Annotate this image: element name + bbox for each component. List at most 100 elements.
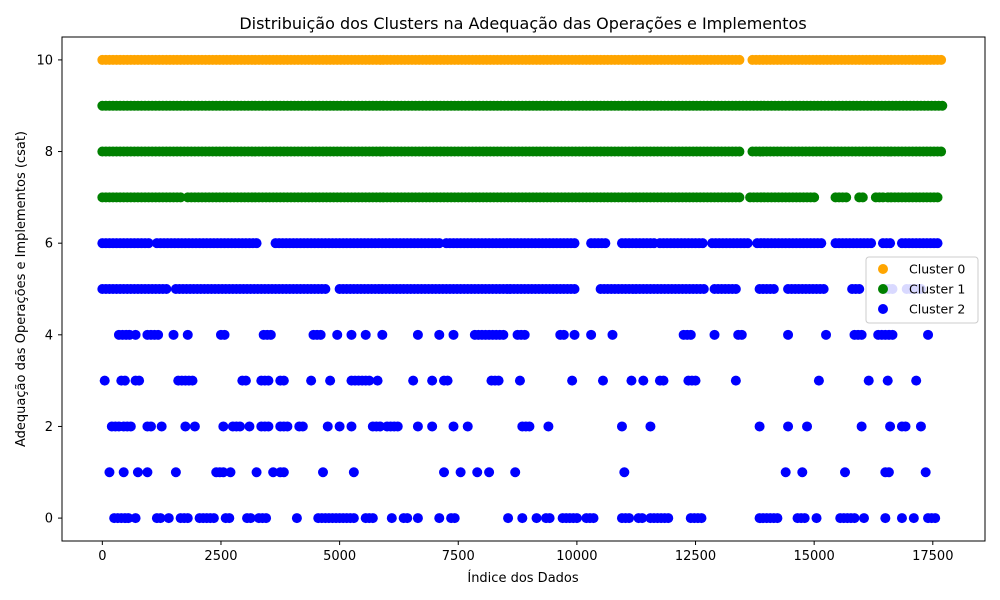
data-point [155, 513, 166, 524]
x-tick-label: 17500 [912, 549, 953, 564]
data-point [936, 54, 947, 65]
y-tick-label: 6 [45, 237, 53, 252]
data-point [346, 329, 357, 340]
data-point [734, 54, 745, 65]
data-point [607, 329, 618, 340]
data-point [462, 421, 473, 432]
data-point [182, 513, 193, 524]
data-point [208, 513, 219, 524]
data-point [588, 513, 599, 524]
series-cluster-1 [97, 100, 948, 203]
legend-label: Cluster 0 [909, 262, 965, 277]
data-point [448, 421, 459, 432]
data-point [484, 467, 495, 478]
data-point [449, 513, 460, 524]
data-point [104, 467, 115, 478]
legend-marker [878, 284, 888, 294]
data-point [742, 238, 753, 249]
data-point [637, 513, 648, 524]
data-point [412, 329, 423, 340]
data-point [123, 513, 134, 524]
data-point [218, 421, 229, 432]
data-point [816, 238, 827, 249]
data-point [783, 329, 794, 340]
data-point [240, 375, 251, 386]
x-tick-label: 12500 [675, 549, 716, 564]
data-point [911, 375, 922, 386]
data-point [156, 421, 167, 432]
data-point [448, 329, 459, 340]
data-point [261, 513, 272, 524]
x-tick-label: 7500 [442, 549, 475, 564]
data-point [377, 329, 388, 340]
data-point [510, 467, 521, 478]
data-point [849, 513, 860, 524]
data-point [244, 421, 255, 432]
data-point [455, 467, 466, 478]
data-point [224, 513, 235, 524]
data-point [386, 513, 397, 524]
legend-label: Cluster 2 [909, 302, 965, 317]
data-point [251, 467, 262, 478]
data-point [809, 192, 820, 203]
data-point [189, 421, 200, 432]
data-point [412, 421, 423, 432]
data-point [734, 146, 745, 157]
data-point [783, 421, 794, 432]
data-point [364, 375, 375, 386]
data-point [125, 421, 136, 432]
data-point [187, 375, 198, 386]
data-point [278, 467, 289, 478]
data-point [134, 375, 145, 386]
data-point [291, 513, 302, 524]
data-point [616, 421, 627, 432]
data-point [885, 238, 896, 249]
data-point [772, 513, 783, 524]
data-point [937, 100, 948, 111]
x-axis: 0 2500 5000 7500 10000 12500 15000 17500 [98, 541, 953, 564]
y-tick-label: 0 [45, 512, 53, 527]
data-point [696, 513, 707, 524]
data-point [143, 238, 154, 249]
data-point [930, 513, 941, 524]
data-point [857, 192, 868, 203]
data-point [318, 467, 328, 478]
data-point [638, 375, 649, 386]
data-point [402, 513, 413, 524]
data-point [427, 421, 438, 432]
y-axis-label: Adequação das Operações e Implementos (c… [14, 131, 29, 447]
x-tick-label: 0 [98, 549, 106, 564]
data-point [730, 375, 741, 386]
data-point [145, 421, 156, 432]
data-point [600, 238, 611, 249]
x-tick-label: 10000 [556, 549, 597, 564]
data-point [885, 421, 896, 432]
plot-points [97, 54, 948, 524]
data-point [709, 329, 720, 340]
data-point [880, 513, 891, 524]
data-point [619, 467, 630, 478]
data-point [372, 375, 383, 386]
data-point [730, 284, 741, 294]
x-axis-label: Índice dos Dados [467, 570, 579, 586]
data-point [863, 375, 874, 386]
data-point [348, 467, 359, 478]
data-point [251, 238, 262, 249]
data-point [856, 421, 867, 432]
data-point [493, 375, 504, 386]
data-point [736, 329, 747, 340]
data-point [263, 375, 274, 386]
data-point [322, 421, 333, 432]
data-point [768, 284, 779, 294]
data-point [130, 513, 141, 524]
data-point [754, 421, 765, 432]
data-point [392, 421, 403, 432]
data-point [571, 513, 582, 524]
data-point [524, 421, 535, 432]
data-point [882, 375, 893, 386]
data-point [883, 467, 894, 478]
series-cluster-2 [97, 238, 943, 524]
y-tick-label: 8 [45, 145, 53, 160]
data-point [856, 329, 867, 340]
